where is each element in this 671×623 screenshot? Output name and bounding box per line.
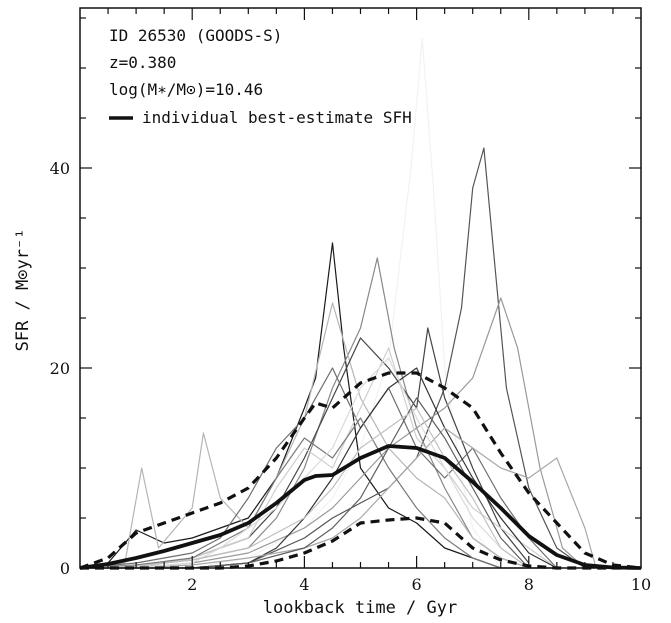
sfh-curve-5 <box>79 302 530 569</box>
x-axis-label: lookback time / Gyr <box>263 598 457 618</box>
sfh-curve-1 <box>79 242 557 569</box>
sfh-curve-8 <box>79 367 558 569</box>
sfh-curve-9 <box>80 347 558 569</box>
x-tick-label: 4 <box>299 575 309 594</box>
sfh-curve-11 <box>80 427 597 569</box>
axis-ticks: 2 4 6 8 10 0 20 40 <box>50 8 651 594</box>
x-tick-label: 8 <box>524 575 534 594</box>
sfh-curve-15 <box>79 407 530 569</box>
id-label: ID 26530 (GOODS-S) <box>109 26 282 45</box>
best-estimate-sfh-line <box>79 444 642 570</box>
x-tick-label: 2 <box>187 575 197 594</box>
legend-label: individual best-estimate SFH <box>142 108 412 127</box>
lower-percentile-line <box>80 516 641 570</box>
x-tick-label: 10 <box>631 575 651 594</box>
redshift-label: z=0.380 <box>109 53 176 72</box>
sfh-curve-10 <box>80 367 558 569</box>
sfh-curve-2 <box>80 37 502 569</box>
sfh-curve-3 <box>80 147 586 569</box>
y-tick-label: 40 <box>50 159 70 178</box>
upper-percentile-line <box>79 371 642 570</box>
y-tick-label: 20 <box>50 359 70 378</box>
mass-label: log(M∗/M⊙)=10.46 <box>109 80 263 99</box>
y-axis-label: SFR / M⊙yr⁻¹ <box>13 229 33 352</box>
x-tick-label: 6 <box>412 575 422 594</box>
sfh-curve-7 <box>80 297 586 569</box>
percentile-curves <box>79 371 642 570</box>
y-tick-label: 0 <box>60 559 70 578</box>
